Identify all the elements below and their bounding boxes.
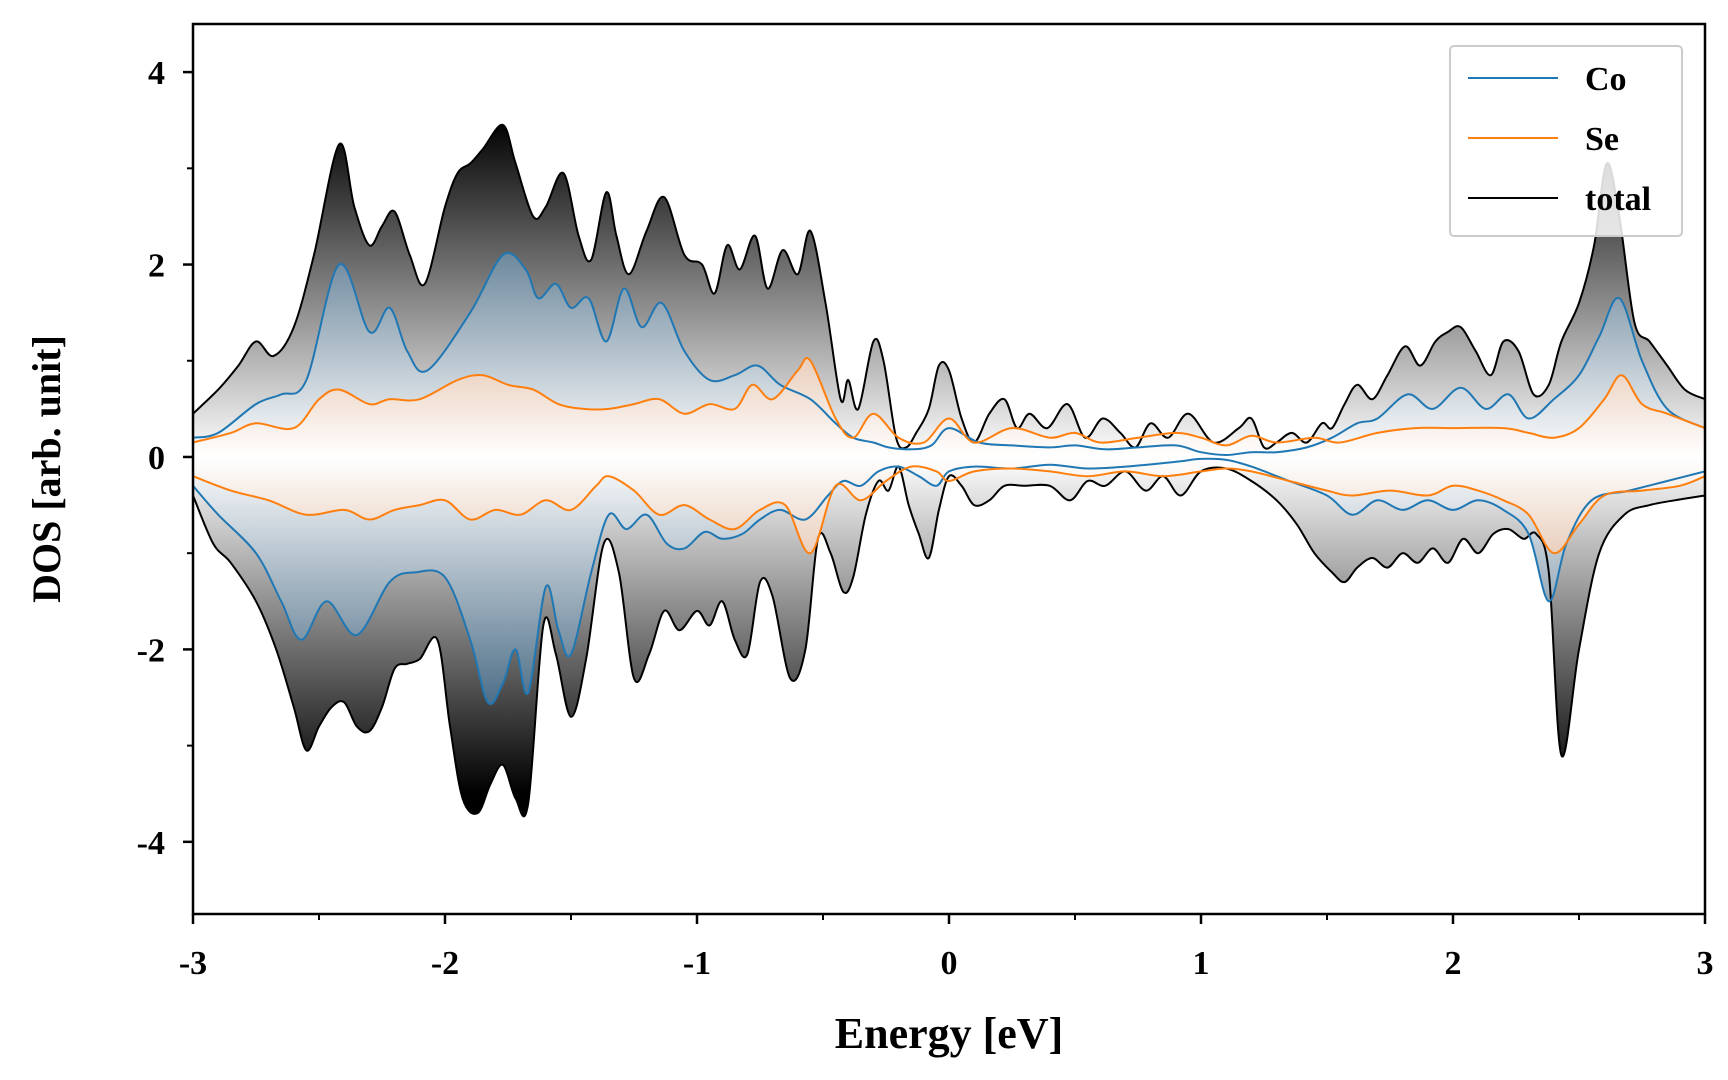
total-spin-down-line [192,465,1706,818]
y-tick-label: -4 [137,825,165,862]
se-spin-down-fill [193,457,1705,554]
x-tick-label: -3 [179,945,207,982]
y-axis-label: DOS [arb. unit] [24,335,69,603]
legend-box [1449,45,1683,237]
x-tick-label: -1 [683,945,711,982]
legend: Co Se total [1449,45,1683,237]
series-fills [193,124,1705,817]
x-tick-label: -2 [431,945,459,982]
legend-label-se: Se [1585,121,1619,158]
y-tick-label: 4 [148,55,165,92]
legend-label-co: Co [1585,61,1627,98]
legend-label-total: total [1585,181,1651,218]
se-spin-down-line [192,465,1706,555]
y-tick-label: 2 [148,248,165,285]
co-spin-up-line [192,252,1706,457]
co-spin-up-fill [193,252,1705,457]
series-lines [192,123,1706,818]
y-tick-label: 0 [148,440,165,477]
x-tick-label: 1 [1193,945,1210,982]
x-tick-label: 2 [1445,945,1462,982]
se-spin-up-line [192,356,1706,447]
ticks: -3 -2 -1 0 1 2 3 -4 -2 0 2 4 [137,55,1714,982]
x-tick-label: 3 [1697,945,1714,982]
x-axis-label: Energy [eV] [835,1009,1064,1058]
y-tick-label: -2 [137,632,165,669]
co-spin-down-fill [193,457,1705,704]
x-tick-label: 0 [941,945,958,982]
total-spin-up-line [192,123,1706,450]
se-spin-up-fill [193,357,1705,457]
